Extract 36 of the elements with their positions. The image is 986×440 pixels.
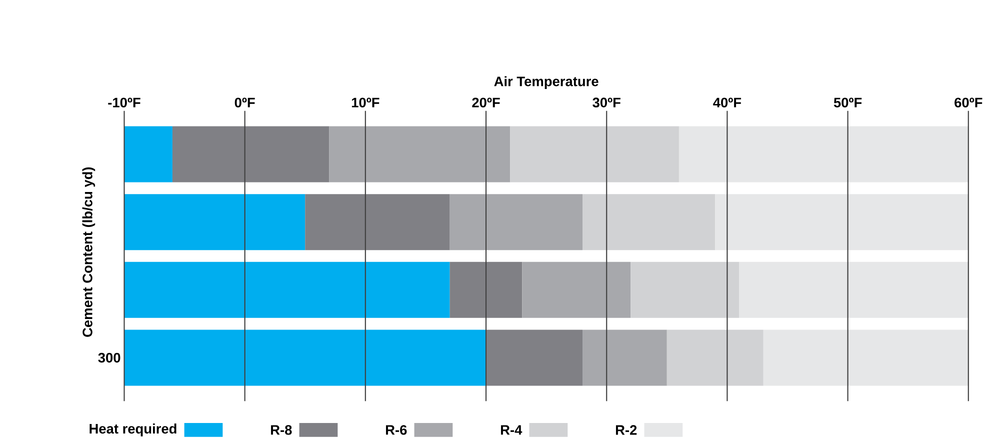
bar [124, 126, 172, 182]
bar [522, 262, 631, 318]
legend-label: R-2 [616, 425, 637, 435]
bar [486, 330, 582, 386]
bar [510, 126, 679, 182]
bar [678, 126, 968, 182]
x-tick-label: 60ºF [954, 98, 982, 108]
bar [739, 262, 968, 318]
x-tick-label: 0ºF [234, 98, 255, 108]
x-tick-label: 10ºF [352, 98, 380, 108]
bar [715, 194, 968, 250]
x-tick-label: 40ºF [713, 98, 742, 108]
bar [124, 194, 306, 250]
bar [172, 126, 330, 182]
x-axis-title: Air Temperature [494, 76, 598, 90]
legend-label: R-6 [386, 425, 407, 435]
bar [124, 262, 450, 318]
bar [666, 330, 764, 386]
x-tick-label: 50ºF [834, 98, 862, 108]
x-tick-label: 20ºF [472, 98, 500, 108]
x-tick-label: 30ºF [592, 98, 620, 108]
y-tick-label: 300 [98, 352, 120, 363]
x-tick-label: -10ºF [108, 98, 140, 108]
legend-label: R-8 [271, 425, 292, 435]
y-axis-title: Cement Content (lb/cu yd) [82, 167, 96, 337]
bar [329, 126, 510, 182]
bar [305, 194, 450, 250]
legend-label: Heat required [90, 424, 176, 436]
bar [450, 194, 582, 250]
bar [630, 262, 740, 318]
bar [763, 330, 968, 386]
bar [582, 330, 667, 386]
bar [450, 262, 522, 318]
bar [124, 330, 486, 386]
bar [582, 194, 716, 250]
legend-label: R-4 [501, 425, 522, 435]
